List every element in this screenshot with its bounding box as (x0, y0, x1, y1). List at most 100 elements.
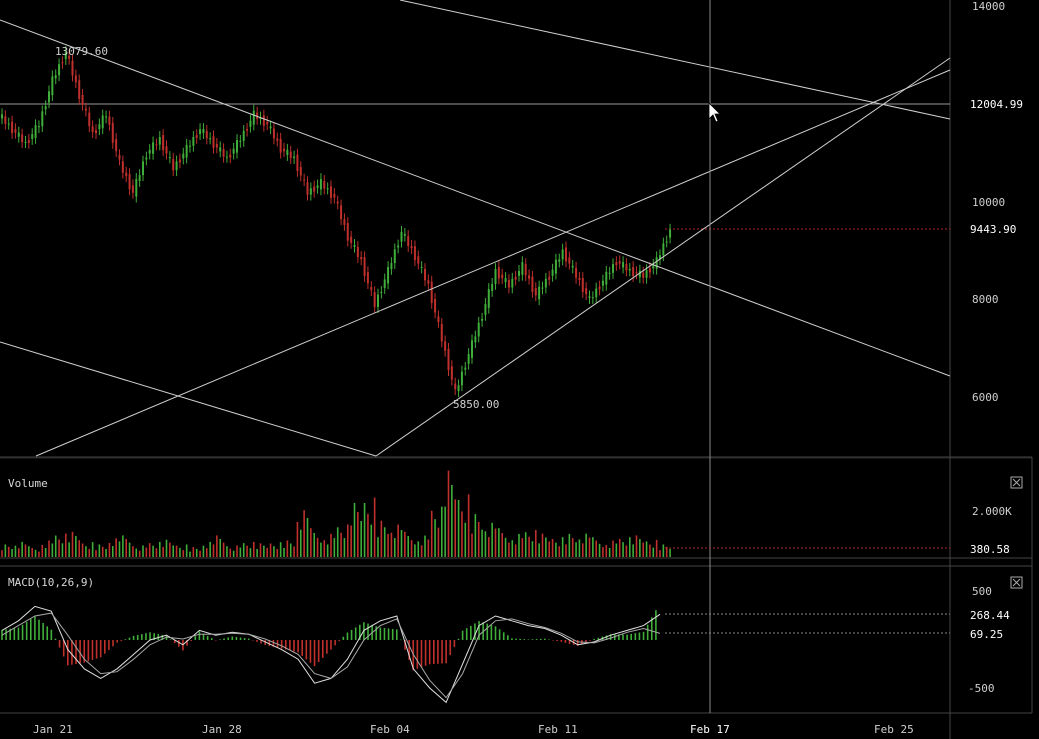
macd-histogram-bar (449, 640, 452, 656)
candle-body (373, 292, 376, 308)
trend-line[interactable] (375, 57, 951, 457)
volume-bar (41, 545, 44, 557)
volume-bar (202, 545, 205, 557)
candle-body (585, 288, 588, 295)
volume-bar (420, 545, 423, 557)
macd-histogram-bar (256, 640, 258, 642)
candle-body (504, 278, 507, 283)
volume-bar (4, 544, 7, 557)
volume-bar (491, 522, 493, 557)
macd-histogram-bar (576, 640, 579, 646)
candle-body (31, 134, 34, 139)
volume-bar (548, 541, 551, 557)
volume-bar (219, 539, 222, 557)
candle-body (195, 135, 198, 138)
volume-bar (545, 537, 547, 557)
candle-body (313, 186, 316, 192)
volume-bar (169, 542, 171, 557)
volume-bar (592, 537, 594, 557)
volume-bar (323, 540, 326, 557)
trend-line[interactable] (0, 19, 951, 377)
macd-histogram-bar (589, 640, 591, 641)
candle-body (588, 296, 591, 299)
macd-histogram-bar (157, 634, 160, 640)
macd-histogram-bar (650, 617, 653, 640)
candle-body (17, 132, 20, 137)
macd-histogram-bar (149, 632, 151, 640)
macd-histogram-bar (568, 640, 571, 644)
candle-body (360, 256, 363, 260)
volume-bar (605, 545, 608, 557)
volume-bar (205, 548, 208, 557)
volume-bar (649, 544, 651, 557)
volume-close-button[interactable] (1010, 476, 1023, 489)
candle-body (1, 114, 3, 119)
volume-bar (417, 541, 420, 557)
volume-bar (662, 544, 665, 557)
macd-histogram-bar (350, 629, 353, 640)
macd-histogram-bar (515, 638, 517, 640)
volume-bar (393, 538, 396, 557)
volume-bar (192, 547, 195, 557)
candle-body (346, 223, 349, 241)
macd-close-button[interactable] (1010, 576, 1023, 589)
macd-signal-line (1, 612, 661, 699)
macd-histogram-bar (330, 640, 332, 650)
macd-histogram-bar (498, 629, 501, 640)
volume-bar (602, 547, 604, 557)
volume-bar (64, 533, 67, 557)
candle-body (591, 297, 594, 299)
volume-bar (541, 533, 544, 557)
volume-bar (407, 536, 410, 557)
candle-body (622, 262, 625, 268)
macd-histogram-bar (75, 640, 77, 664)
macd-histogram-bar (87, 640, 90, 662)
candle-body (330, 186, 332, 198)
volume-bar (256, 549, 258, 557)
volume-bar (363, 503, 366, 557)
trend-line[interactable] (35, 69, 951, 457)
candle-body (511, 278, 514, 288)
macd-histogram-bar (317, 640, 320, 663)
macd-histogram-bar (34, 616, 36, 640)
candle-body (350, 236, 353, 243)
macd-histogram-bar (511, 638, 513, 640)
trend-line[interactable] (0, 341, 377, 457)
macd-histogram-bar (387, 628, 390, 640)
volume-bar (75, 536, 77, 557)
candle-body (185, 144, 188, 158)
volume-bar (595, 540, 598, 557)
trend-line[interactable] (399, 0, 951, 120)
x-tick: Jan 21 (33, 723, 73, 736)
volume-bar (414, 544, 416, 557)
volume-bar (612, 540, 614, 557)
candle-body (202, 128, 205, 134)
candle-body (581, 278, 584, 292)
macd-histogram-bar (428, 640, 431, 665)
candle-body (24, 141, 27, 143)
volume-bar (608, 548, 611, 557)
volume-bar (125, 539, 128, 557)
macd-histogram-bar (309, 640, 312, 663)
macd-histogram-bar (173, 640, 176, 644)
trend-lines[interactable] (0, 0, 951, 457)
candle-body (236, 139, 238, 153)
candle-body (199, 129, 202, 135)
macd-histogram-bar (618, 634, 620, 640)
candle-body (125, 172, 128, 177)
macd-histogram-bar (321, 640, 324, 658)
x-tick: Feb 11 (538, 723, 578, 736)
candle-body (58, 64, 61, 76)
candle-body (229, 154, 232, 158)
macd-histogram-bar (301, 640, 304, 656)
volume-bar (588, 537, 591, 557)
volume-bar (88, 548, 91, 557)
candle-body (51, 76, 54, 96)
macd-histogram-bar (437, 640, 439, 664)
volume-bar (31, 548, 34, 557)
volume-bar (424, 535, 426, 557)
macd-histogram-bar (79, 640, 81, 664)
macd-histogram-bar (112, 640, 114, 647)
volume-bar (313, 533, 316, 557)
